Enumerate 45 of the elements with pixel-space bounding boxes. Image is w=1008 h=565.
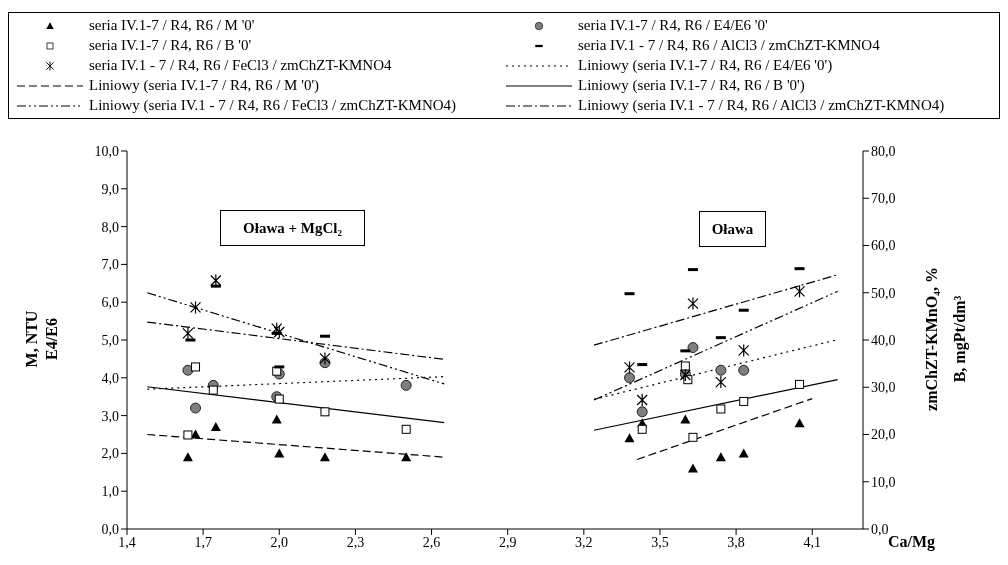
x-tick-label: 3,8	[727, 534, 745, 550]
y2-tick-label: 10,0	[871, 474, 896, 490]
legend-label: seria IV.1-7 / R4, R6 / E4/E6 '0'	[578, 17, 768, 34]
y-tick-label: 8,0	[101, 219, 119, 235]
y2-tick-label: 20,0	[871, 427, 896, 443]
legend-label: Liniowy (seria IV.1-7 / R4, R6 / E4/E6 '0')	[578, 57, 833, 74]
y-tick-label: 9,0	[101, 181, 119, 197]
x-tick-label: 1,7	[194, 534, 212, 550]
x-tick-label: 3,2	[575, 534, 593, 550]
y-tick-label: 1,0	[101, 484, 119, 500]
legend-label: seria IV.1-7 / R4, R6 / B '0'	[89, 37, 252, 54]
x-tick-label: 2,0	[270, 534, 289, 550]
y-tick-label: 3,0	[101, 408, 119, 424]
y-tick-label: 7,0	[101, 257, 119, 273]
y-tick-label: 10,0	[94, 143, 119, 159]
x-tick-label: 2,9	[498, 534, 517, 550]
annotation: Oława + MgCl₂	[220, 210, 365, 246]
legend-label: seria IV.1 - 7 / R4, R6 / FeCl3 / zmChZT-KMNO4	[89, 57, 392, 74]
y-tick-label: 2,0	[101, 446, 119, 462]
y2-tick-label: 50,0	[871, 285, 896, 301]
annotation: Oława	[699, 211, 766, 247]
x-axis-title: Ca/Mg	[888, 533, 936, 551]
y2-tick-label: 40,0	[871, 332, 896, 348]
x-tick-label: 3,5	[651, 534, 669, 550]
legend-label: Liniowy (seria IV.1-7 / R4, R6 / B '0')	[578, 77, 805, 94]
y-tick-label: 4,0	[101, 370, 119, 386]
y2-tick-label: 80,0	[871, 143, 896, 159]
x-tick-label: 2,6	[422, 534, 441, 550]
x-tick-label: 1,4	[118, 534, 136, 550]
y2-tick-label: 30,0	[871, 380, 896, 396]
legend-label: Liniowy (seria IV.1 - 7 / R4, R6 / AlCl3 / zmChZT-KMNO4)	[578, 97, 945, 114]
y-tick-label: 5,0	[101, 332, 119, 348]
legend-label: Liniowy (seria IV.1 - 7 / R4, R6 / FeCl3 / zmChZT-KMNO4)	[89, 97, 457, 114]
y2-tick-label: 0,0	[871, 521, 889, 537]
x-tick-label: 2,3	[346, 534, 365, 550]
y-tick-label: 6,0	[101, 295, 119, 311]
y2-axis-title: zmChZT-KMnO₄, % B, mgPt/dm³	[923, 266, 969, 413]
legend-label: seria IV.1 - 7 / R4, R6 / AlCl3 / zmChZT-KMNO4	[578, 37, 880, 54]
legend-label: Liniowy (seria IV.1-7 / R4, R6 / M '0')	[89, 77, 320, 94]
y2-tick-label: 70,0	[871, 191, 896, 207]
legend-label: seria IV.1-7 / R4, R6 / M '0'	[89, 17, 255, 34]
y-axis-title: M, NTU E4/E6	[23, 309, 61, 370]
y2-tick-label: 60,0	[871, 238, 896, 254]
y-tick-label: 0,0	[101, 521, 119, 537]
x-tick-label: 4,1	[803, 534, 821, 550]
